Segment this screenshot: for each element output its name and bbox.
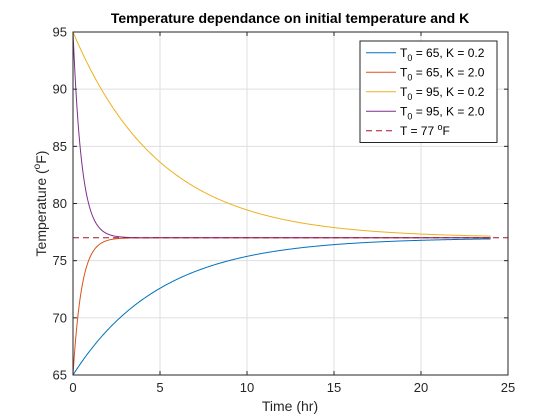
legend-label-2: T0 = 65, K = 2.0 [400, 65, 485, 82]
x-tick-label: 10 [240, 380, 254, 395]
x-tick-label: 5 [156, 380, 163, 395]
legend-label-4: T0 = 95, K = 2.0 [400, 104, 485, 121]
x-tick-label: 0 [69, 380, 76, 395]
series-group [72, 31, 508, 376]
y-axis-ticks: 65 70 75 80 85 90 95 [53, 25, 508, 383]
x-axis-label: Time (hr) [262, 398, 318, 414]
series-line-3 [72, 31, 491, 237]
legend-box [359, 40, 498, 143]
x-tick-label: 25 [501, 380, 515, 395]
y-tick-label: 70 [53, 310, 67, 325]
chart-title: Temperature dependance on initial temper… [111, 10, 469, 26]
legend-label-5: T = 77 oF [400, 122, 450, 138]
y-tick-label: 95 [53, 25, 67, 40]
legend-label-3: T0 = 95, K = 0.2 [400, 85, 485, 102]
series-line-4 [72, 31, 491, 239]
x-tick-label: 15 [327, 380, 341, 395]
y-tick-label: 65 [53, 368, 67, 383]
legend-label-1: T0 = 65, K = 0.2 [400, 46, 485, 63]
x-axis-ticks: 0 5 10 15 20 25 [69, 32, 515, 395]
x-tick-label: 20 [414, 380, 428, 395]
y-tick-label: 75 [53, 253, 67, 268]
y-axis-label: Temperature (oF) [32, 151, 49, 257]
y-tick-label: 80 [53, 196, 67, 211]
series-line-1 [72, 238, 491, 376]
y-tick-label: 90 [53, 82, 67, 97]
y-tick-label: 85 [53, 139, 67, 154]
legend: T0 = 65, K = 0.2 T0 = 65, K = 2.0 T0 = 95,… [359, 40, 498, 143]
grid [72, 31, 509, 376]
